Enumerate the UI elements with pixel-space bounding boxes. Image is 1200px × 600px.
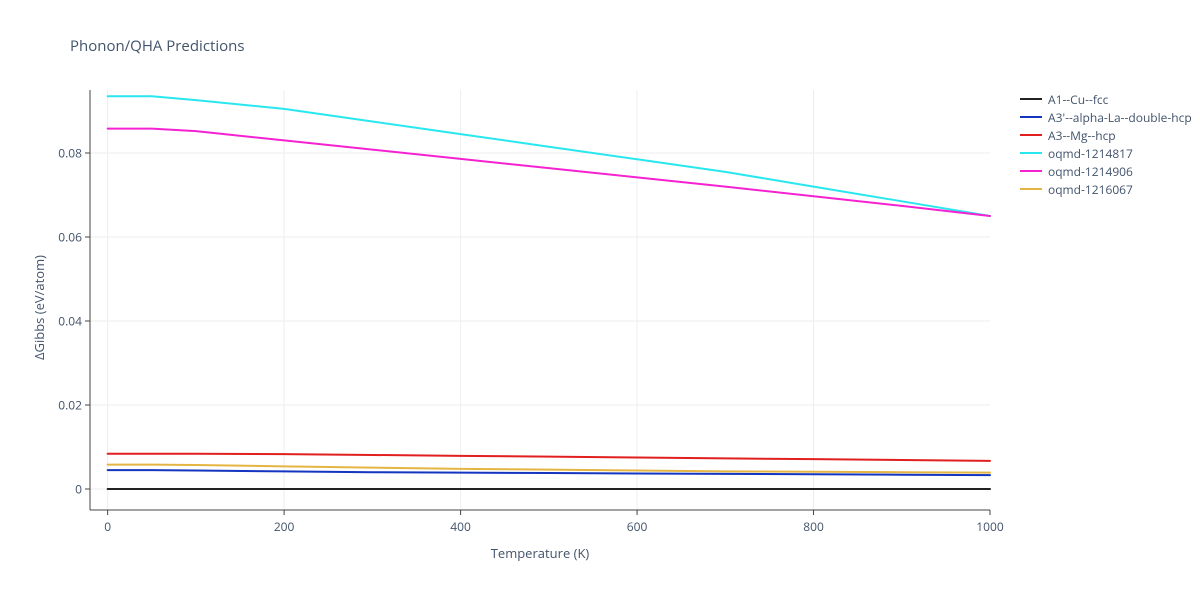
legend-swatch: [1020, 152, 1042, 154]
legend: A1--Cu--fccA3'--alpha-La--double-hcpA3--…: [1020, 90, 1192, 198]
legend-label: A3--Mg--hcp: [1048, 127, 1116, 144]
legend-item[interactable]: A3--Mg--hcp: [1020, 126, 1192, 144]
legend-swatch: [1020, 116, 1042, 118]
x-tick-label: 0: [104, 518, 111, 535]
y-tick-label: 0.06: [32, 229, 82, 246]
x-tick-label: 1000: [976, 518, 1003, 535]
legend-item[interactable]: oqmd-1214906: [1020, 162, 1192, 180]
x-tick-label: 800: [803, 518, 824, 535]
chart-container: Phonon/QHA Predictions Temperature (K) Δ…: [0, 0, 1200, 600]
series-line: [108, 454, 990, 461]
y-axis-label: ΔGibbs (eV/atom): [30, 255, 48, 360]
y-tick-label: 0.08: [32, 145, 82, 162]
legend-item[interactable]: oqmd-1216067: [1020, 180, 1192, 198]
plot-area: [90, 90, 990, 510]
legend-label: oqmd-1216067: [1048, 181, 1133, 198]
legend-swatch: [1020, 170, 1042, 172]
y-tick-label: 0: [32, 481, 82, 498]
x-axis-label: Temperature (K): [90, 544, 990, 562]
legend-item[interactable]: A1--Cu--fcc: [1020, 90, 1192, 108]
chart-title: Phonon/QHA Predictions: [70, 36, 245, 56]
x-tick-label: 600: [627, 518, 648, 535]
y-tick-label: 0.02: [32, 397, 82, 414]
x-tick-label: 400: [450, 518, 471, 535]
series-line: [108, 129, 990, 216]
chart-svg: [90, 90, 990, 510]
x-tick-label: 200: [274, 518, 295, 535]
legend-item[interactable]: oqmd-1214817: [1020, 144, 1192, 162]
legend-swatch: [1020, 134, 1042, 136]
legend-label: oqmd-1214906: [1048, 163, 1133, 180]
legend-label: oqmd-1214817: [1048, 145, 1133, 162]
legend-label: A1--Cu--fcc: [1048, 91, 1108, 108]
legend-swatch: [1020, 98, 1042, 100]
y-tick-label: 0.04: [32, 313, 82, 330]
legend-label: A3'--alpha-La--double-hcp: [1048, 109, 1192, 126]
series-line: [108, 96, 990, 216]
legend-swatch: [1020, 188, 1042, 190]
legend-item[interactable]: A3'--alpha-La--double-hcp: [1020, 108, 1192, 126]
